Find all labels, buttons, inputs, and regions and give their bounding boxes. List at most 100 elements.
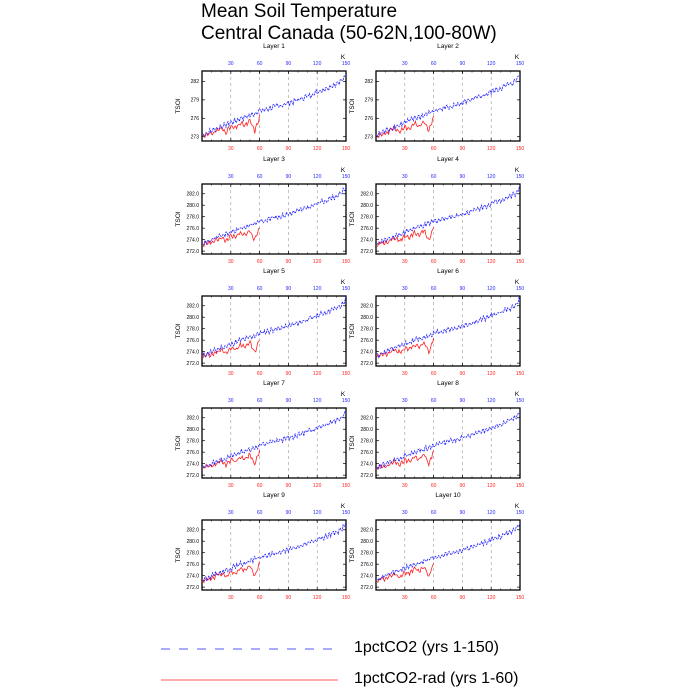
top-axis-unit-label: K: [515, 503, 520, 510]
bottom-tick-label: 90: [286, 371, 292, 377]
top-tick-label: 150: [342, 398, 351, 404]
y-tick-label: 276: [365, 116, 374, 122]
y-tick-label: 276.0: [360, 226, 373, 232]
bottom-tick-label: 30: [228, 259, 234, 265]
panel-title: Layer 4: [437, 156, 459, 163]
bottom-tick-label: 60: [431, 595, 437, 601]
y-tick-label: 282.0: [360, 528, 373, 534]
series-line-1pctco2-rad: [376, 115, 434, 138]
y-tick-label: 273: [191, 135, 200, 141]
bottom-tick-label: 120: [487, 595, 496, 601]
panel-title: Layer 1: [263, 43, 285, 50]
series-line-1pctco2-rad: [376, 450, 434, 471]
top-tick-label: 120: [313, 61, 322, 67]
y-tick-label: 282: [191, 79, 200, 85]
series-line-1pctco2-rad: [202, 227, 260, 248]
bottom-tick-label: 120: [313, 146, 322, 152]
top-tick-label: 60: [257, 61, 263, 67]
legend-label-1pctco2-rad: 1pctCO2-rad (yrs 1-60): [354, 670, 519, 687]
top-tick-label: 30: [402, 286, 408, 292]
bottom-tick-label: 120: [487, 483, 496, 489]
y-tick-label: 276.0: [186, 226, 199, 232]
panel-layer-3: Layer 3 K 30 30 60 60 90 90 120 120 150 150 272.0 274…: [175, 156, 350, 265]
y-tick-label: 278.0: [186, 551, 199, 557]
top-tick-label: 120: [313, 174, 322, 180]
y-tick-label: 280.0: [360, 427, 373, 433]
bottom-tick-label: 60: [257, 483, 263, 489]
panel-title: Layer 6: [437, 268, 459, 275]
bottom-tick-label: 60: [431, 259, 437, 265]
bottom-tick-label: 90: [286, 146, 292, 152]
y-tick-label: 278.0: [360, 439, 373, 445]
series-line-1pctco2-rad: [202, 114, 260, 139]
bottom-tick-label: 30: [402, 371, 408, 377]
panel-title: Layer 8: [437, 380, 459, 387]
panel-layer-8: Layer 8 K 30 30 60 60 90 90 120 120 150 150 272.0 274…: [349, 380, 524, 489]
top-tick-label: 30: [228, 61, 234, 67]
panel-title: Layer 5: [263, 268, 285, 275]
panel-layer-6: Layer 6 K 30 30 60 60 90 90 120 120 150 150 272.0 274…: [349, 268, 524, 377]
top-tick-label: 30: [402, 398, 408, 404]
series-line-1pctco2-rad: [202, 561, 260, 584]
bottom-tick-label: 150: [342, 595, 351, 601]
bottom-tick-label: 60: [257, 371, 263, 377]
y-tick-label: 274.0: [186, 349, 199, 355]
bottom-tick-label: 120: [313, 371, 322, 377]
y-tick-label: 278.0: [186, 327, 199, 333]
top-tick-label: 90: [460, 286, 466, 292]
y-axis-label: TSOI: [175, 547, 182, 562]
panel-layer-10: Layer 10 K 30 30 60 60 90 90 120 120 150 150 272.0 27…: [349, 492, 524, 601]
panel-title: Layer 7: [263, 380, 285, 387]
plot-frame: [201, 519, 347, 591]
y-tick-label: 280.0: [360, 539, 373, 545]
top-tick-label: 90: [286, 398, 292, 404]
top-axis-unit-label: K: [515, 391, 520, 398]
bottom-tick-label: 30: [402, 595, 408, 601]
top-tick-label: 120: [487, 174, 496, 180]
bottom-tick-label: 120: [313, 595, 322, 601]
top-tick-label: 150: [342, 510, 351, 516]
bottom-tick-label: 30: [402, 259, 408, 265]
bottom-tick-label: 150: [516, 146, 525, 152]
y-tick-label: 280.0: [186, 539, 199, 545]
bottom-tick-label: 150: [342, 259, 351, 265]
y-tick-label: 273: [365, 135, 374, 141]
y-tick-label: 280.0: [186, 315, 199, 321]
top-tick-label: 120: [487, 61, 496, 67]
bottom-tick-label: 60: [431, 483, 437, 489]
panel-title: Layer 3: [263, 156, 285, 163]
top-tick-label: 30: [402, 510, 408, 516]
panel-title: Layer 10: [435, 492, 461, 499]
top-tick-label: 150: [342, 174, 351, 180]
y-tick-label: 272.0: [360, 361, 373, 367]
series-line-1pctco2: [202, 186, 347, 246]
bottom-tick-label: 60: [257, 595, 263, 601]
y-tick-label: 280.0: [186, 427, 199, 433]
bottom-tick-label: 150: [516, 595, 525, 601]
bottom-tick-label: 30: [228, 483, 234, 489]
y-tick-label: 272.0: [186, 361, 199, 367]
bottom-tick-label: 30: [228, 371, 234, 377]
y-axis-label: TSOI: [349, 547, 356, 562]
panel-layer-4: Layer 4 K 30 30 60 60 90 90 120 120 150 150 272.0 274…: [349, 156, 524, 265]
top-tick-label: 150: [516, 174, 525, 180]
y-tick-label: 279: [365, 98, 374, 104]
top-tick-label: 150: [516, 398, 525, 404]
top-tick-label: 60: [431, 174, 437, 180]
y-tick-label: 274.0: [360, 237, 373, 243]
bottom-tick-label: 30: [228, 595, 234, 601]
y-tick-label: 274.0: [186, 237, 199, 243]
top-axis-unit-label: K: [515, 279, 520, 286]
y-tick-label: 278.0: [360, 551, 373, 557]
top-tick-label: 90: [460, 510, 466, 516]
bottom-tick-label: 120: [313, 259, 322, 265]
series-line-1pctco2: [376, 411, 521, 471]
plot-frame: [375, 70, 521, 142]
top-tick-label: 90: [286, 61, 292, 67]
figure-title-line-1: Mean Soil Temperature: [201, 1, 398, 22]
top-tick-label: 90: [460, 61, 466, 67]
y-tick-label: 282.0: [360, 304, 373, 310]
series-line-1pctco2-rad: [202, 339, 260, 359]
y-tick-label: 272.0: [360, 473, 373, 479]
